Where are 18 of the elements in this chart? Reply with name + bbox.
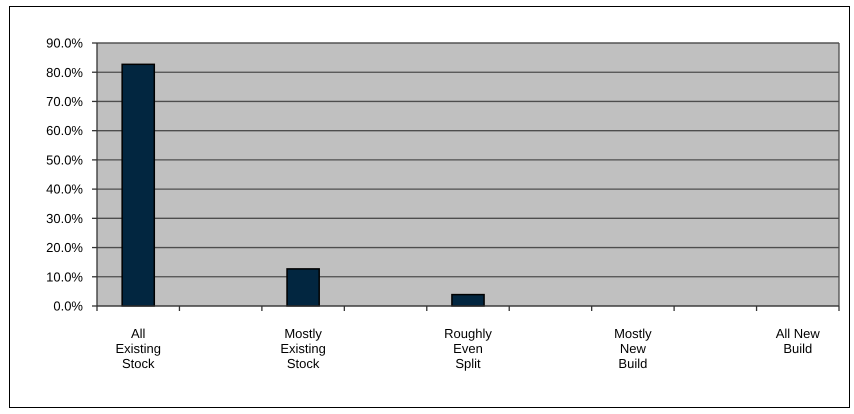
y-tick-label: 10.0%	[46, 269, 84, 284]
y-tick-label: 0.0%	[53, 298, 84, 314]
y-tick-label: 50.0%	[46, 152, 84, 168]
y-tick-label: 90.0%	[46, 36, 84, 51]
y-tick-label: 70.0%	[46, 94, 84, 109]
y-tick-label: 20.0%	[46, 240, 84, 256]
y-tick-label: 60.0%	[46, 123, 84, 138]
x-tick-label: All New Build	[776, 326, 820, 356]
y-tick-label: 40.0%	[46, 182, 84, 197]
x-tick-label: Roughly Even Split	[444, 326, 492, 371]
x-tick-label: Mostly New Build	[614, 326, 652, 371]
x-tick-label: Mostly Existing Stock	[280, 326, 326, 371]
x-tick-label: All Existing Stock	[115, 326, 161, 371]
y-tick-label: 80.0%	[46, 64, 84, 80]
bar	[451, 294, 485, 307]
y-tick-label: 30.0%	[46, 210, 84, 226]
bar	[286, 268, 320, 307]
bar	[121, 64, 156, 307]
